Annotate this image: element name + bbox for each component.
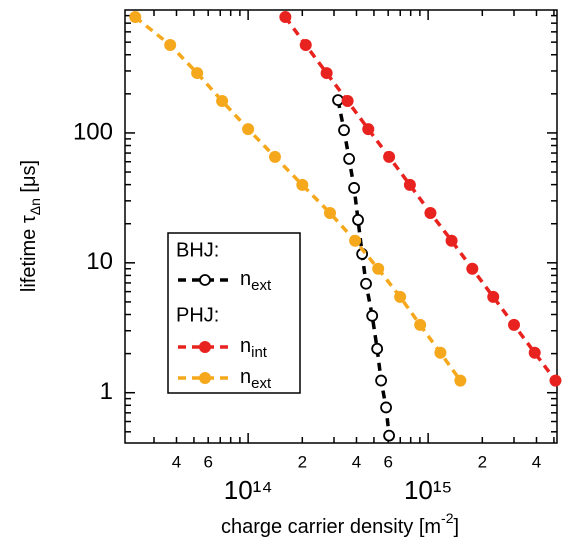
- data-point: [216, 95, 229, 108]
- data-point: [268, 150, 281, 163]
- data-point: [338, 124, 350, 137]
- data-point: [414, 318, 427, 331]
- data-point: [445, 234, 458, 247]
- x-minor-tick-label: 4: [172, 452, 181, 471]
- x-label-end: ]: [453, 516, 459, 538]
- data-point: [164, 39, 177, 52]
- legend-box: [167, 232, 301, 394]
- x-major-tick-label: 10¹⁴: [224, 475, 273, 505]
- x-major-tick-label: 10¹⁵: [404, 475, 452, 505]
- data-point: [296, 178, 309, 191]
- data-point: [299, 39, 312, 52]
- data-point: [360, 277, 372, 290]
- x-minor-tick-label: 4: [352, 452, 361, 471]
- y-label-end: [μs]: [18, 160, 40, 198]
- data-point: [487, 290, 500, 303]
- x-label-sup: -2: [441, 510, 454, 526]
- legend-name-sub: int: [251, 344, 268, 361]
- data-point: [424, 206, 437, 219]
- legend-marker: [199, 274, 211, 286]
- legend-name-sub: ext: [251, 375, 272, 392]
- data-point: [394, 290, 407, 303]
- data-point: [129, 11, 142, 24]
- data-point: [380, 401, 392, 414]
- data-point: [320, 67, 333, 80]
- legend-label: nint: [240, 335, 268, 361]
- data-point: [332, 94, 344, 106]
- data-point: [466, 262, 479, 275]
- data-point: [279, 11, 292, 24]
- data-point: [371, 342, 384, 355]
- data-point: [352, 214, 364, 226]
- legend-group-label: PHJ:: [176, 304, 219, 326]
- data-point: [323, 206, 336, 219]
- data-point: [348, 182, 361, 194]
- data-point: [508, 318, 521, 331]
- data-point: [349, 234, 362, 247]
- y-label-text: lifetime τ: [18, 215, 40, 292]
- x-minor-tick-label: 6: [203, 452, 212, 471]
- plot-frame: [124, 9, 558, 444]
- data-point: [383, 429, 395, 442]
- legend-name: n: [240, 366, 251, 388]
- legend-marker: [199, 341, 211, 353]
- x-minor-tick-label: 6: [383, 452, 392, 471]
- data-point: [434, 346, 447, 359]
- legend-marker: [199, 372, 211, 384]
- data-point: [383, 150, 396, 163]
- x-label-text: charge carrier density [m: [221, 516, 441, 538]
- x-minor-tick-label: 2: [478, 452, 487, 471]
- legend-name: n: [240, 335, 251, 357]
- data-point: [366, 309, 379, 322]
- y-tick-label: 100: [73, 118, 113, 145]
- series-line: [134, 15, 462, 382]
- data-point: [341, 95, 354, 108]
- x-axis-label: charge carrier density [m-2]: [221, 510, 459, 539]
- x-minor-tick-label: 2: [298, 452, 307, 471]
- series-line: [336, 99, 391, 436]
- y-tick-label: 1: [100, 378, 113, 405]
- data-point: [191, 67, 204, 80]
- data-point: [528, 346, 541, 359]
- data-point: [362, 123, 375, 136]
- data-point: [549, 374, 562, 387]
- y-tick-label: 10: [86, 248, 113, 275]
- legend-label: next: [240, 268, 272, 294]
- data-point: [343, 153, 356, 165]
- legend-group-label: BHJ:: [176, 239, 219, 261]
- data-point: [403, 178, 416, 191]
- data-point: [372, 262, 385, 275]
- data-point: [242, 123, 255, 136]
- x-minor-tick-label: 4: [532, 452, 541, 471]
- data-point: [454, 374, 467, 387]
- y-axis-label: lifetime τΔn [μs]: [18, 160, 42, 292]
- legend-name-sub: ext: [251, 277, 272, 294]
- data-point: [375, 374, 388, 387]
- legend-name: n: [240, 268, 251, 290]
- y-label-sub: Δn: [27, 198, 43, 215]
- legend-label: next: [240, 366, 272, 392]
